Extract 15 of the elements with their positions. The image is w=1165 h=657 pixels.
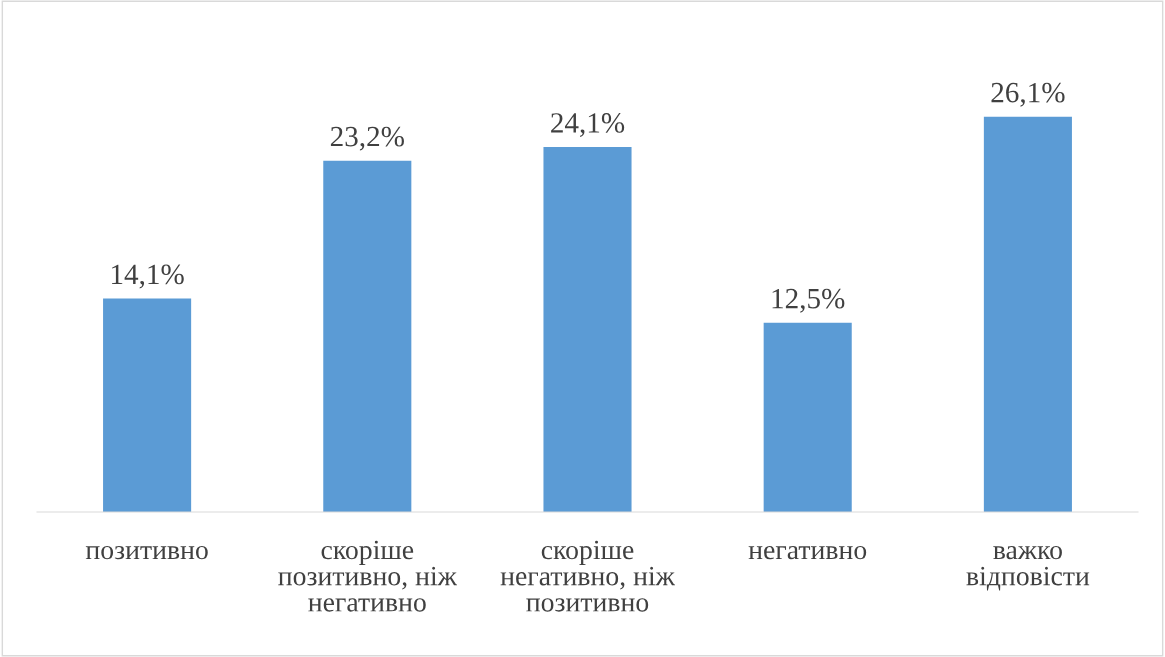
data-label: 12,5% [772, 288, 845, 313]
bar [763, 322, 852, 512]
data-label: 14,1% [112, 264, 184, 289]
data-label: 23,2% [330, 126, 404, 151]
data-label: 26,1% [991, 82, 1065, 107]
x-tick-label: скоріше позитивно, ніж негативно [278, 540, 457, 612]
bar [323, 160, 412, 512]
bar [983, 116, 1072, 512]
x-tick-label: важко відповісти [966, 545, 1090, 591]
x-tick-label: скоріше негативно, ніж позитивно [500, 540, 675, 612]
bar [103, 298, 192, 512]
x-tick-label: позитивно [85, 545, 208, 560]
x-tick-label: негативно [748, 545, 867, 560]
data-label: 24,1% [551, 113, 625, 137]
bar [543, 147, 632, 512]
